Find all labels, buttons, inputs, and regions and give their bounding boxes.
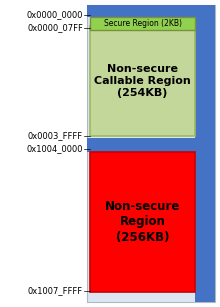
Text: 0x0000_0000: 0x0000_0000 xyxy=(26,10,83,20)
Text: Secure Region (2KB): Secure Region (2KB) xyxy=(103,19,182,28)
Text: 0x1004_0000: 0x1004_0000 xyxy=(26,145,83,154)
Text: 0x1007_FFFF: 0x1007_FFFF xyxy=(28,286,83,296)
Bar xyxy=(87,138,195,152)
Bar xyxy=(90,152,195,292)
Bar xyxy=(90,26,195,136)
Bar xyxy=(195,5,215,302)
Text: Non-secure
Region
(256KB): Non-secure Region (256KB) xyxy=(105,200,180,243)
Bar xyxy=(90,17,195,30)
Text: 0x0003_FFFF: 0x0003_FFFF xyxy=(28,131,83,141)
Text: Non-secure
Callable Region
(254KB): Non-secure Callable Region (254KB) xyxy=(94,64,191,98)
Text: 0x0000_07FF: 0x0000_07FF xyxy=(27,24,83,33)
Bar xyxy=(87,5,215,302)
Bar xyxy=(87,5,195,17)
